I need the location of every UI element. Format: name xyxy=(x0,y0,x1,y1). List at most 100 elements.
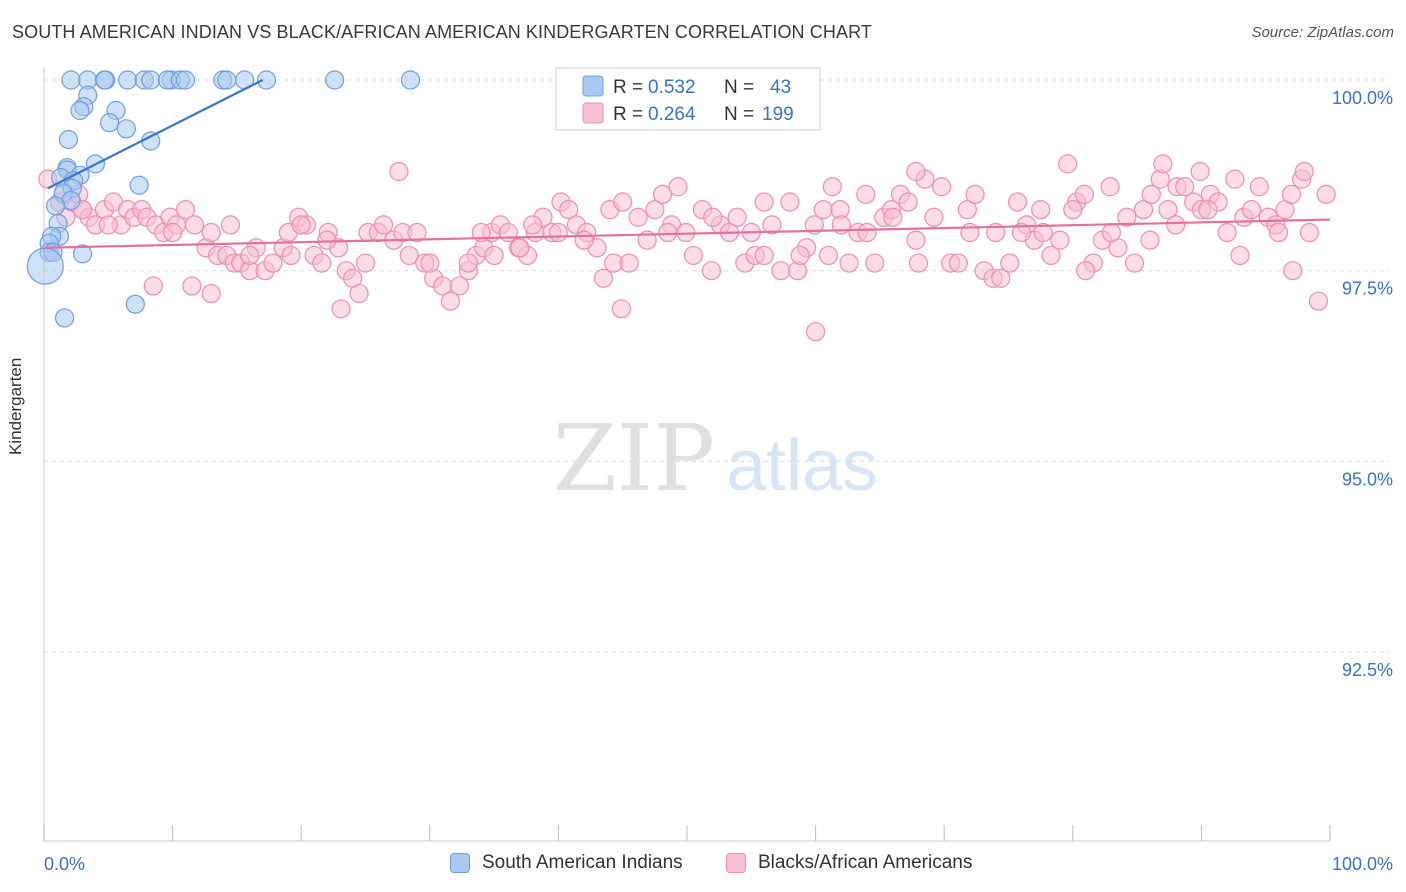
tick-labels: 100.0% 97.5% 95.0% 92.5% 0.0% 100.0% xyxy=(44,88,1393,874)
pink-point-196 xyxy=(857,222,877,243)
pink-point-189 xyxy=(98,215,118,235)
pink-point-159 xyxy=(389,161,409,182)
pink-point-157 xyxy=(1190,161,1210,182)
pink-point-152 xyxy=(1283,261,1303,281)
pink-point-92 xyxy=(780,192,800,212)
pink-point-41 xyxy=(349,283,369,304)
pink-point-188 xyxy=(1198,200,1218,220)
legend-blue-r-label: R = xyxy=(613,77,643,98)
legend-item-blacks-african-americans[interactable]: Blacks/African Americans xyxy=(726,852,972,874)
pink-point-195 xyxy=(703,207,723,227)
y-tick-label-2: 95.0% xyxy=(1342,469,1393,489)
pink-point-20 xyxy=(184,215,205,235)
pink-point-206 xyxy=(548,222,569,243)
x-tick-label-max: 100.0% xyxy=(1332,854,1393,874)
pink-point-74 xyxy=(628,207,648,227)
pink-point-47 xyxy=(399,245,419,266)
pink-point-198 xyxy=(1166,215,1186,235)
legend-series: South American Indians Blacks/African Am… xyxy=(0,852,1406,878)
pink-point-30 xyxy=(263,253,283,273)
y-tick-label-0: 100.0% xyxy=(1332,88,1393,108)
pink-point-185 xyxy=(317,230,337,250)
pink-point-200 xyxy=(458,253,478,273)
pink-point-123 xyxy=(1041,245,1061,266)
pink-point-202 xyxy=(1076,261,1096,281)
blue-point-44 xyxy=(125,294,145,314)
blue-point-6 xyxy=(141,70,161,90)
legend-pink-r-value: 0.264 xyxy=(648,104,696,125)
pink-point-187 xyxy=(1101,222,1121,243)
legend-label-blacks-african-americans: Blacks/African Americans xyxy=(758,852,973,873)
blue-point-42 xyxy=(72,244,93,264)
pink-point-201 xyxy=(818,245,839,266)
blue-point-12 xyxy=(217,70,237,90)
pink-point-158 xyxy=(1281,184,1302,204)
pink-point-203 xyxy=(1294,161,1314,182)
legend-pink-n-value: 199 xyxy=(762,104,794,125)
watermark-atlas: atlas xyxy=(726,426,878,506)
pink-point-117 xyxy=(991,268,1011,288)
pink-point-106 xyxy=(898,192,918,212)
pink-point-192 xyxy=(355,253,376,273)
pink-point-193 xyxy=(484,245,504,266)
blue-point-35 xyxy=(45,196,66,216)
blue-series-points xyxy=(26,70,421,328)
pink-point-22 xyxy=(201,222,221,243)
pink-point-76 xyxy=(645,200,665,220)
pink-point-110 xyxy=(932,177,952,197)
blue-point-0 xyxy=(61,70,81,90)
pink-point-199 xyxy=(291,215,311,235)
pink-point-130 xyxy=(1100,177,1120,197)
pink-point-77 xyxy=(652,184,673,204)
pink-point-170 xyxy=(790,245,810,266)
x-tick-label-min: 0.0% xyxy=(44,854,85,874)
pink-point-133 xyxy=(1124,253,1145,273)
pink-point-91 xyxy=(771,261,791,281)
pink-point-48 xyxy=(407,222,427,243)
pink-point-156 xyxy=(1316,184,1336,204)
pink-trend-line xyxy=(43,218,1331,249)
pink-point-148 xyxy=(1249,177,1269,197)
legend-swatch-south-american-indians xyxy=(450,853,470,873)
pink-point-183 xyxy=(523,215,543,235)
pink-point-180 xyxy=(1230,245,1250,266)
pink-point-125 xyxy=(1058,154,1078,174)
pink-point-190 xyxy=(163,222,183,243)
pink-point-86 xyxy=(727,207,747,227)
pink-point-181 xyxy=(1268,222,1289,243)
blue-trend-line xyxy=(47,79,264,190)
chart-title: SOUTH AMERICAN INDIAN VS BLACK/AFRICAN A… xyxy=(12,22,872,42)
pink-point-191 xyxy=(240,245,260,266)
legend-swatch-blue xyxy=(582,75,604,97)
pink-point-174 xyxy=(220,215,241,235)
legend-blue-r-value: 0.532 xyxy=(648,77,696,98)
trend-lines xyxy=(43,79,1331,249)
pink-point-194 xyxy=(613,192,633,212)
legend-stats: R = 0.532 N = 43 R = 0.264 N = 199 xyxy=(555,67,821,131)
pink-point-101 xyxy=(856,184,876,204)
legend-blue-n-value: 43 xyxy=(770,77,791,98)
pink-point-145 xyxy=(1225,169,1245,189)
pink-point-171 xyxy=(574,230,594,250)
blue-point-22 xyxy=(116,119,136,139)
pink-point-113 xyxy=(957,200,977,220)
pink-point-139 xyxy=(1175,177,1195,197)
pink-point-36 xyxy=(312,253,332,273)
pink-point-135 xyxy=(1141,184,1161,204)
pink-point-112 xyxy=(948,253,968,273)
pink-point-169 xyxy=(1063,200,1083,220)
blue-point-14 xyxy=(256,70,277,90)
legend-item-south-american-indians[interactable]: South American Indians xyxy=(450,852,683,874)
pink-series-points xyxy=(38,154,1336,342)
blue-point-19 xyxy=(70,100,90,121)
pink-point-95 xyxy=(804,215,824,235)
pink-point-90 xyxy=(762,215,782,235)
blue-point-31 xyxy=(129,175,149,195)
pink-point-19 xyxy=(175,200,196,220)
blue-point-16 xyxy=(400,70,421,90)
pink-point-52 xyxy=(440,291,460,311)
pink-point-96 xyxy=(813,200,833,220)
pink-point-164 xyxy=(182,276,202,296)
pink-point-209 xyxy=(1153,154,1173,174)
